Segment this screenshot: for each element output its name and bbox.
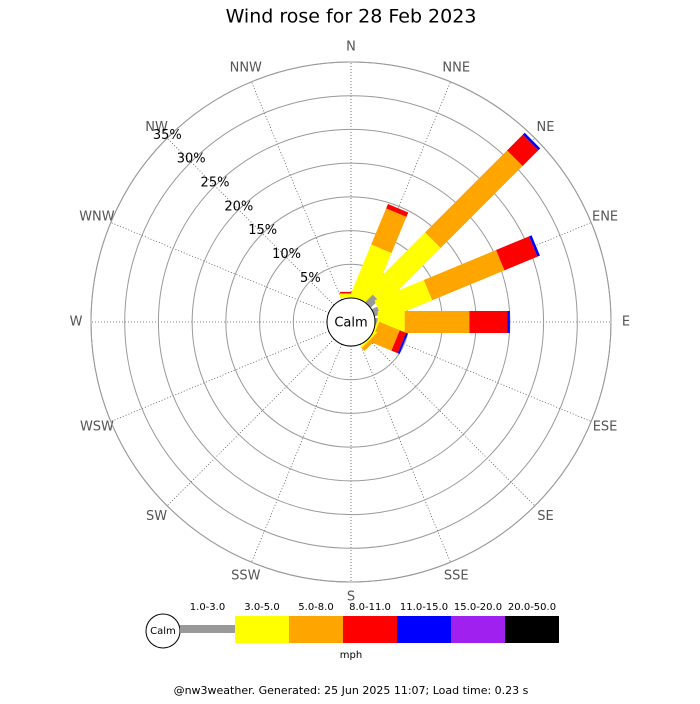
direction-label: SE (537, 509, 553, 524)
r-tick-label: 30% (177, 152, 206, 167)
wind-bar (507, 311, 510, 333)
direction-label: WSW (80, 420, 114, 435)
wind-bar (404, 311, 470, 333)
legend-label: 20.0-50.0 (508, 602, 556, 613)
legend-swatch (451, 616, 505, 643)
direction-label: SW (146, 509, 167, 524)
direction-label: NNE (442, 60, 470, 75)
grid-ring (90, 61, 612, 583)
direction-label: ENE (592, 209, 618, 224)
direction-label: NW (145, 120, 168, 135)
radial-line (166, 338, 335, 507)
r-tick-label: 20% (224, 199, 253, 214)
calm-label: Calm (334, 316, 367, 331)
radial-line (367, 338, 536, 507)
chart-title: Wind rose for 28 Feb 2023 (226, 6, 477, 28)
legend-label: 15.0-20.0 (454, 602, 502, 613)
r-tick-label: 15% (248, 223, 277, 238)
wind-bar (425, 150, 523, 248)
r-tick-label: 10% (272, 247, 301, 262)
radial-line (251, 344, 343, 563)
legend-label: 3.0-5.0 (244, 602, 279, 613)
wind-bar (496, 236, 538, 271)
wind-bar (361, 332, 381, 352)
legend-swatch (235, 616, 289, 643)
footer: @nw3weather. Generated: 25 Jun 2025 11:0… (174, 684, 529, 697)
wind-bar (371, 208, 407, 253)
radial-line (110, 330, 329, 422)
legend-label: 8.0-11.0 (349, 602, 391, 613)
wind-bar (360, 331, 378, 349)
wind-bar (469, 311, 508, 333)
legend-label: 1.0-3.0 (190, 602, 225, 613)
wind-bar (391, 330, 407, 354)
wind-bar (370, 321, 400, 351)
direction-label: E (622, 315, 630, 330)
legend-swatch (505, 616, 559, 643)
calm-circle (326, 297, 376, 347)
wind-bar (522, 132, 541, 151)
direction-label: NNW (230, 60, 262, 75)
radial-line (166, 137, 335, 306)
wind-bar (397, 332, 408, 354)
direction-label: NE (536, 120, 554, 135)
direction-label: SSE (444, 569, 469, 584)
wind-bar (386, 204, 409, 217)
r-tick-label: 5% (300, 271, 321, 286)
r-tick-label: 25% (201, 176, 230, 191)
wind-bar (423, 250, 505, 301)
wind-bar (340, 291, 362, 294)
grid-ring (157, 128, 545, 516)
wind-bar (367, 232, 441, 306)
grid-ring (124, 95, 578, 549)
wind-bar (507, 134, 539, 166)
direction-label: N (346, 40, 356, 55)
legend-swatch (180, 625, 235, 633)
direction-label: WNW (79, 209, 115, 224)
radial-line (110, 222, 329, 314)
legend-label: 5.0-8.0 (298, 602, 333, 613)
legend-unit: mph (340, 650, 362, 661)
wind-bar (365, 294, 379, 308)
legend-calm-label: Calm (150, 626, 176, 637)
radial-line (373, 330, 592, 422)
legend-swatch (343, 616, 397, 643)
legend-label: 11.0-15.0 (400, 602, 448, 613)
direction-label: ESE (593, 420, 618, 435)
direction-label: S (347, 590, 355, 605)
r-tick-label: 35% (153, 128, 182, 143)
radial-line (359, 344, 451, 563)
wind-bar (350, 244, 392, 305)
legend-swatch (289, 616, 343, 643)
direction-label: W (70, 315, 83, 330)
direction-label: SSW (231, 569, 261, 584)
wind-bar (374, 279, 433, 321)
wind-bar (529, 235, 540, 257)
legend-swatch (397, 616, 451, 643)
radial-line (251, 81, 343, 300)
